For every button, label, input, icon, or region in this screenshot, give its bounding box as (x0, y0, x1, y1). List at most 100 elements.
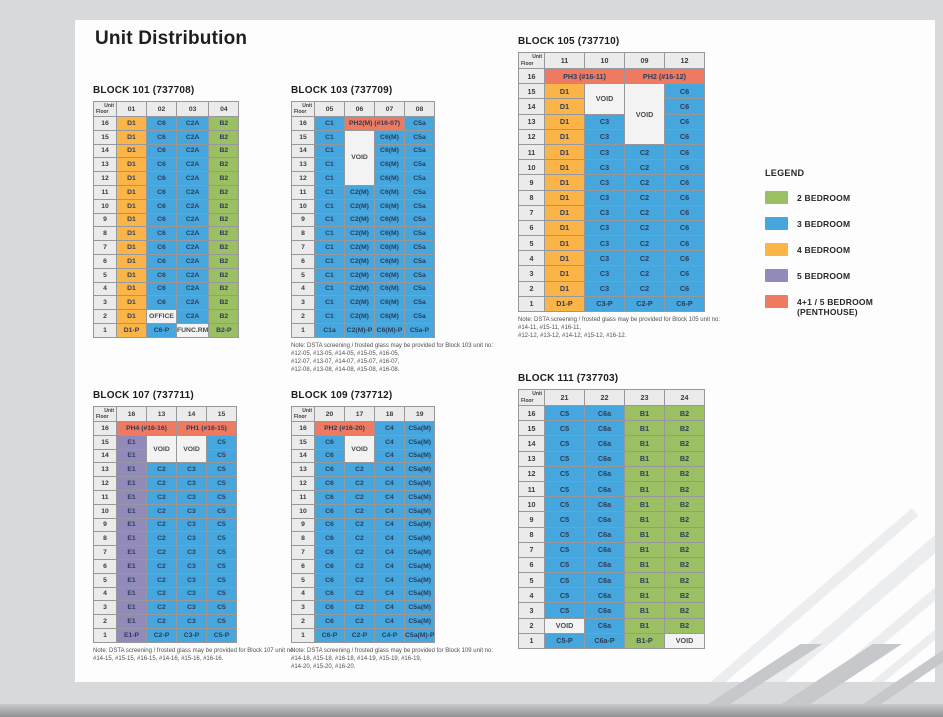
facility-cell: OFFICE (146, 309, 177, 324)
unit-cell: D1 (544, 265, 585, 282)
unit-cell: B2 (208, 116, 240, 131)
unit-column-header: 16 (116, 406, 147, 422)
legend-label: 4 BEDROOM (797, 245, 851, 255)
unit-cell: C6a (584, 450, 625, 467)
floor-label: 9 (291, 517, 315, 533)
unit-cell: C5a (404, 295, 435, 311)
unit-cell: C5a (404, 267, 435, 283)
unit-cell: D1 (544, 280, 585, 297)
unit-cell: B1 (624, 617, 665, 634)
penthouse-cell: PH2 (#16-20) (314, 421, 375, 436)
unit-cell: C6-P (664, 295, 705, 313)
unit-cell: C2 (146, 531, 177, 547)
unit-cell: C5 (544, 480, 585, 498)
unit-column-header: 19 (403, 406, 436, 422)
unit-cell: C2 (624, 235, 665, 252)
unit-cell: C6 (146, 171, 177, 186)
unit-cell: C6(M) (374, 198, 405, 214)
floor-label: 16 (518, 67, 545, 85)
unit-cell: D1 (544, 128, 585, 145)
unit-cell: C3 (176, 462, 207, 478)
unit-cell: C6a (584, 572, 625, 589)
floor-label: 15 (291, 129, 315, 145)
unit-table: Unit Floor 05 06 07 08 16 C1 PH2(M) (#16-07) C5a 1… (291, 101, 435, 338)
unit-cell: C5 (206, 489, 237, 505)
unit-cell: B2 (664, 420, 705, 437)
unit-cell: E1 (116, 586, 147, 602)
unit-cell: C2-P (624, 295, 665, 313)
floor-label: 13 (518, 450, 545, 467)
unit-cell: C4 (374, 476, 405, 491)
unit-column-header: 15 (206, 406, 237, 422)
page-title: Unit Distribution (95, 28, 248, 49)
unit-cell: C3 (176, 517, 207, 533)
unit-cell: C2 (344, 531, 375, 547)
unit-cell: B1-P (624, 632, 665, 650)
unit-cell: C2 (344, 503, 375, 519)
unit-cell: C4 (374, 558, 405, 574)
unit-cell: D1 (544, 143, 585, 161)
unit-cell: C5a(M) (403, 558, 436, 574)
unit-cell: C5a(M) (403, 531, 436, 547)
unit-cell: B2 (208, 143, 240, 159)
note-line: #14-15, #15-15, #16-15, #14-16, #15-16, … (93, 655, 224, 662)
unit-cell: D1 (544, 113, 585, 130)
unit-cell: B2 (664, 587, 705, 604)
penthouse-cell: PH2(M) (#16-07) (344, 116, 405, 131)
unit-cell: C6 (146, 198, 177, 214)
floor-label: 1 (93, 627, 117, 643)
unit-cell: D1 (116, 309, 147, 324)
unit-cell: C4 (374, 531, 405, 547)
unit-cell: C2 (344, 586, 375, 602)
unit-cell: C5 (206, 462, 237, 478)
floor-label: 6 (93, 253, 117, 269)
unit-cell: D1 (116, 212, 147, 228)
floor-label: 16 (93, 421, 117, 436)
unit-cell: C2A (175, 198, 210, 214)
unit-cell: B2 (208, 309, 240, 324)
unit-cell: C1 (314, 129, 345, 145)
unit-cell: C6a (584, 556, 625, 574)
unit-cell: C1 (314, 184, 345, 200)
unit-floor-corner-cell: Unit Floor (93, 101, 117, 117)
unit-cell: E1 (116, 614, 147, 629)
unit-cell: D1-P (116, 322, 147, 338)
unit-cell: D1 (116, 198, 147, 214)
unit-cell: C2(M) (344, 212, 375, 228)
unit-cell: C5 (544, 450, 585, 467)
unit-cell: D1 (544, 235, 585, 252)
unit-cell: C5 (206, 545, 237, 560)
unit-cell: D1 (116, 240, 147, 255)
floor-label: 12 (291, 171, 315, 186)
legend-items: 2 BEDROOM 3 BEDROOM 4 BEDROOM 5 BEDROOM 4+1 … (765, 191, 873, 317)
floor-label: 1 (518, 632, 545, 650)
unit-floor-corner-cell: Unit Floor (518, 52, 545, 69)
floor-label: 4 (291, 281, 315, 297)
floor-label: 3 (291, 600, 315, 616)
unit-cell: D1 (544, 83, 585, 100)
unit-cell: C3 (176, 489, 207, 505)
unit-cell: C6-P (146, 322, 177, 338)
unit-cell: B1 (624, 420, 665, 437)
legend-item: 5 BEDROOM (765, 269, 873, 282)
floor-label: 10 (93, 198, 117, 214)
unit-cell: C5a(M) (403, 600, 436, 616)
unit-cell: C2 (146, 614, 177, 629)
legend-item: 4 BEDROOM (765, 243, 873, 256)
unit-cell: C5 (206, 503, 237, 519)
floor-label: 10 (518, 496, 545, 513)
unit-cell: C5a(M) (403, 476, 436, 491)
unit-cell: C5 (544, 587, 585, 604)
unit-cell: C4 (374, 489, 405, 505)
unit-cell: C6 (146, 184, 177, 200)
unit-cell: C5a(M) (403, 462, 436, 478)
floor-label: 6 (518, 219, 545, 237)
legend-item: 4+1 / 5 BEDROOM (PENTHOUSE) (765, 295, 873, 317)
unit-cell: C6(M) (374, 184, 405, 200)
floor-label: 11 (291, 184, 315, 200)
unit-cell: C6 (314, 434, 345, 450)
unit-cell: C2(M) (344, 281, 375, 297)
unit-column-header: 21 (544, 389, 585, 406)
unit-cell: B2 (208, 253, 240, 269)
unit-column-header: 04 (208, 101, 240, 117)
